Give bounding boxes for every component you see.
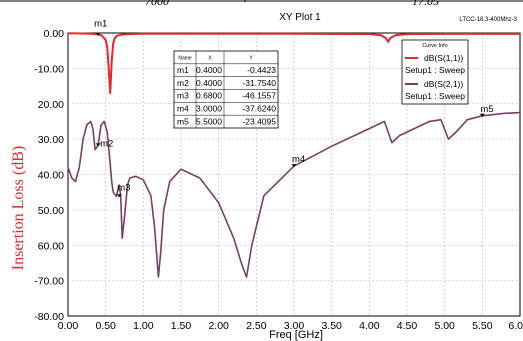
x-tick-label: 1.00 — [133, 320, 154, 332]
marker-label-m5: m5 — [480, 104, 493, 115]
x-tick-label: 6.0 — [508, 320, 523, 332]
chart-corner-label: LTCC-18.3-400Mhz-3 — [459, 17, 517, 23]
marker-table-header: Name — [178, 56, 192, 62]
marker-table-cell: -0.4423 — [247, 65, 276, 75]
y-tick-label: 20.00 — [38, 99, 64, 111]
x-tick-labels: 0.00 0.50 1.00 1.50 2.00 2.50 3.00 3.50 4.00 4.50… — [58, 320, 523, 332]
x-tick-label: 3.00 — [284, 320, 305, 332]
marker-table-cell: 0.4000 — [196, 78, 222, 88]
y-tick-labels: 0.00 -10.00 20.00 30.00 40.00 50.00 60.00 -70.0… — [34, 28, 64, 323]
marker-pointer — [479, 113, 485, 117]
marker-label-m3: m3 — [117, 182, 130, 193]
marker-table-cell: -46.1557 — [242, 91, 276, 101]
marker-label-m1: m1 — [94, 19, 107, 30]
x-tick-label: 0.00 — [58, 320, 79, 332]
marker-table-cell: m3 — [177, 91, 189, 101]
marker-pointer — [291, 164, 297, 168]
y-tick-label: -80.00 — [34, 311, 64, 323]
marker-table-cell: 0.6800 — [196, 91, 222, 101]
marker-table-grid: Name X Ym1 0.4000 -0.4423 m2 0.4000 -31.7540 m3 0… — [174, 51, 278, 128]
marker-table-cell: -31.7540 — [242, 78, 276, 88]
marker-table-header: Y — [249, 56, 253, 62]
marker-table-cell: m1 — [177, 65, 189, 75]
y-tick-label: -10.00 — [34, 63, 64, 75]
top-table-right-value: 17.05 — [412, 0, 439, 8]
chart-title: XY Plot 1 — [279, 12, 321, 23]
marker-label-m4: m4 — [292, 154, 305, 165]
marker-table-cell: m2 — [177, 78, 189, 88]
legend-label-s11: dB(S(1,1)) — [424, 53, 463, 63]
legend-title: Curve Info — [422, 43, 447, 49]
y-tick-label: 30.00 — [38, 134, 64, 146]
x-tick-label: 5.00 — [434, 320, 455, 332]
x-tick-label: 4.50 — [397, 320, 418, 332]
legend-setup-s21: Setup1 : Sweep — [405, 91, 465, 101]
x-tick-label: 3.50 — [321, 320, 342, 332]
top-table-left-value: 7000 — [145, 0, 169, 8]
marker-pointer — [95, 143, 101, 147]
marker-table-cell: -37.6240 — [242, 104, 276, 114]
y-axis-label: Insertion Loss (dB) — [10, 146, 27, 270]
x-tick-label: 2.50 — [246, 320, 267, 332]
x-tick-label: 4.00 — [359, 320, 380, 332]
legend: Curve Info dB(S(1,1)) Setup1 : Sweep dB(… — [401, 39, 469, 105]
marker-table-cell: 3.0000 — [196, 104, 222, 114]
x-axis-label: Freq [GHz] — [269, 329, 323, 341]
series-lines — [67, 32, 521, 278]
legend-label-s21: dB(S(2,1)) — [424, 79, 463, 89]
y-tick-label: 50.00 — [38, 205, 64, 217]
marker-table-cell: 5.5000 — [196, 116, 222, 126]
y-tick-label: 60.00 — [38, 240, 64, 252]
y-tick-label: 40.00 — [38, 170, 64, 182]
legend-setup-s11: Setup1 : Sweep — [405, 65, 465, 75]
marker-table-cell: 0.4000 — [196, 65, 222, 75]
marker-table-cell: m4 — [177, 104, 189, 114]
series-line-s21 — [67, 111, 521, 278]
marker-label-m2: m2 — [100, 138, 113, 149]
top-table-strip: 7000 17.05 — [0, 0, 523, 10]
x-tick-label: 0.50 — [95, 320, 116, 332]
series-line-s11 — [67, 32, 520, 95]
marker-table-header: X — [208, 56, 212, 62]
y-tick-label: -70.00 — [34, 276, 64, 288]
x-tick-label: 1.50 — [171, 320, 192, 332]
x-tick-label: 2.00 — [208, 320, 229, 332]
marker-table-cell: m5 — [177, 116, 189, 126]
marker-pointer — [116, 194, 122, 198]
marker-table: Name X Ym1 0.4000 -0.4423 m2 0.4000 -31.7540 m3 0… — [173, 50, 279, 129]
marker-pointer — [95, 32, 101, 36]
x-tick-label: 5.50 — [472, 320, 493, 332]
y-tick-label: 0.00 — [44, 28, 65, 40]
marker-table-cell: -23.4095 — [242, 116, 276, 126]
legend-box — [401, 39, 469, 105]
marker-labels: m1 m2 m3 m4 m5 — [94, 19, 494, 198]
